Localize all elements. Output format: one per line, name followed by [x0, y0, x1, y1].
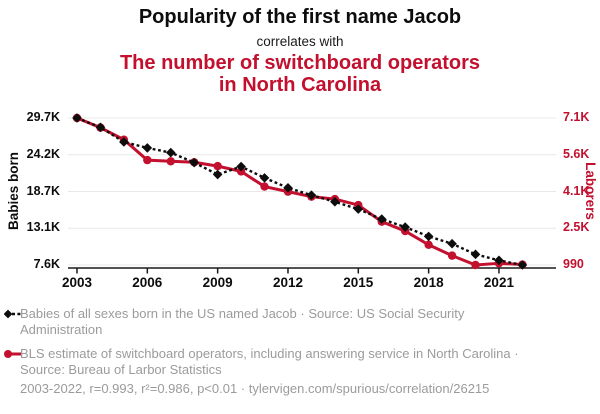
secondary-title-line2: in North Carolina — [218, 74, 382, 96]
x-tick-label: 2003 — [61, 275, 93, 290]
x-tick-label: 2012 — [272, 275, 303, 290]
x-tick-label: 2015 — [343, 275, 374, 290]
stats-and-source-footnote: 2003-2022, r=0.993, r²=0.986, p<0.01 · t… — [20, 381, 490, 396]
left-tick-label: 7.6K — [33, 257, 60, 271]
right-tick-label: 2.5K — [563, 220, 590, 234]
red-circle-solid-line-icon — [4, 350, 21, 358]
left-tick-label: 24.2K — [26, 147, 60, 161]
right-tick-label: 7.1K — [563, 110, 590, 124]
left-tick-label: 18.7K — [26, 184, 60, 198]
x-tick-label: 2006 — [132, 275, 163, 290]
right-tick-label: 990 — [563, 257, 584, 271]
legend-label: BLS estimate of switchboard operators, i… — [20, 346, 519, 377]
left-tick-label: 13.1K — [26, 220, 60, 234]
black-diamond-dashed-line-icon — [4, 309, 21, 319]
secondary-title: The number of switchboard operators in N… — [0, 52, 600, 96]
left-tick-label: 29.7K — [26, 110, 60, 124]
right-tick-label: 5.6K — [563, 147, 590, 161]
page-title: Popularity of the first name Jacob — [138, 6, 462, 28]
legend-item-operators: BLS estimate of switchboard operators, i… — [4, 346, 544, 377]
legend-label: Babies of all sexes born in the US named… — [20, 306, 465, 337]
secondary-title-line1: The number of switchboard operators — [119, 52, 481, 74]
right-tick-label: 4.1K — [563, 184, 590, 198]
legend-item-jacob: Babies of all sexes born in the US named… — [4, 306, 544, 337]
x-tick-label: 2009 — [202, 275, 233, 290]
x-tick-label: 2021 — [483, 275, 514, 290]
x-tick-label: 2018 — [413, 275, 444, 290]
correlates-with-text: correlates with — [256, 34, 344, 49]
